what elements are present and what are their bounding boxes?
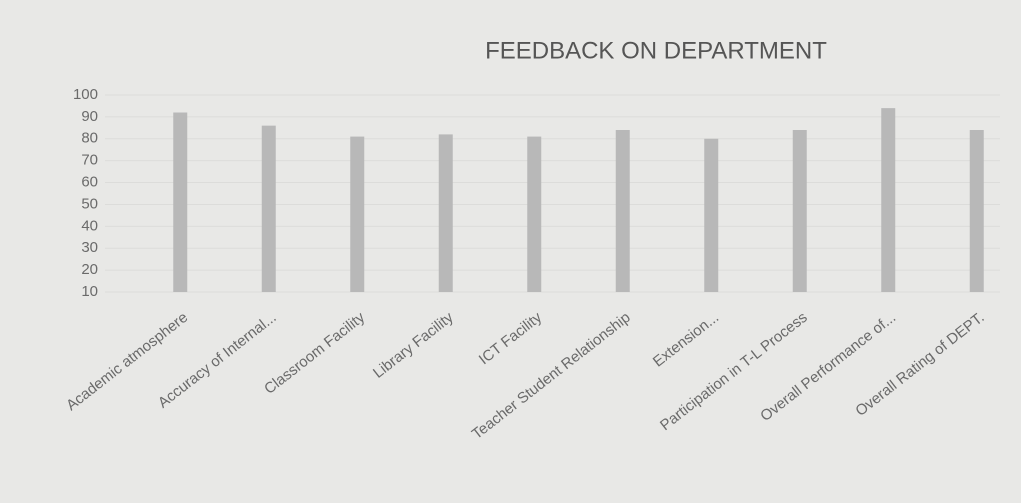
y-tick-label: 60 xyxy=(81,174,98,191)
bar xyxy=(350,136,365,292)
bar xyxy=(261,125,276,293)
y-tick-label: 40 xyxy=(81,217,98,234)
bar xyxy=(704,138,719,292)
y-tick-label: 90 xyxy=(81,108,98,125)
bar xyxy=(527,136,542,292)
bar xyxy=(173,112,188,292)
y-tick-label: 10 xyxy=(81,283,98,300)
y-tick-label: 30 xyxy=(81,239,98,256)
y-tick-label: 80 xyxy=(81,130,98,147)
bar xyxy=(969,130,984,292)
y-tick-label: 100 xyxy=(73,86,98,103)
chart-title: FEEDBACK ON DEPARTMENT xyxy=(485,37,827,64)
bar xyxy=(792,130,807,292)
bar xyxy=(438,134,453,292)
y-tick-label: 50 xyxy=(81,195,98,212)
y-tick-label: 70 xyxy=(81,152,98,169)
bar xyxy=(881,108,896,292)
y-tick-label: 20 xyxy=(81,261,98,278)
bar xyxy=(615,130,630,292)
